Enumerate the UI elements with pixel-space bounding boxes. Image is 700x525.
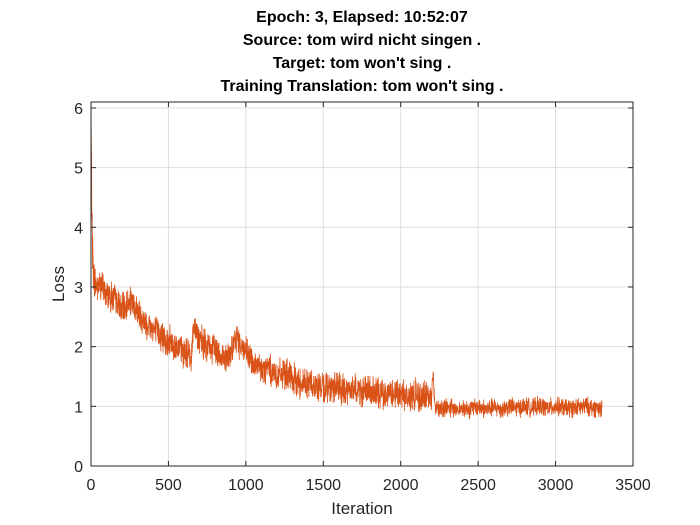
title-line: Target: tom won't sing . xyxy=(273,55,452,72)
chart-title: Epoch: 3, Elapsed: 10:52:07 Source: tom w… xyxy=(221,9,504,95)
x-tick-label: 3000 xyxy=(538,477,574,494)
x-axis-label: Iteration xyxy=(331,499,392,518)
x-tick-label: 1500 xyxy=(305,477,341,494)
x-tick-label: 3500 xyxy=(615,477,651,494)
axes xyxy=(90,101,634,467)
loss-series-line xyxy=(90,105,603,420)
y-tick-label: 2 xyxy=(74,340,83,357)
series-group xyxy=(90,105,603,420)
x-tick-labels: 0 500 1000 1500 2000 2500 3000 3500 xyxy=(87,477,651,494)
x-tick-label: 500 xyxy=(155,477,182,494)
title-line: Training Translation: tom won't sing . xyxy=(221,78,504,95)
y-tick-label: 1 xyxy=(74,399,83,416)
x-tick-label: 0 xyxy=(87,477,96,494)
x-tick-label: 2000 xyxy=(383,477,419,494)
title-line: Source: tom wird nicht singen . xyxy=(243,32,481,49)
y-axis-label: Loss xyxy=(49,266,68,302)
x-tick-label: 1000 xyxy=(228,477,264,494)
y-tick-label: 0 xyxy=(74,459,83,476)
title-line: Epoch: 3, Elapsed: 10:52:07 xyxy=(256,9,468,26)
y-tick-labels: 0 1 2 3 4 5 6 xyxy=(74,101,83,476)
axes-box xyxy=(90,101,634,467)
y-tick-label: 6 xyxy=(74,101,83,118)
y-tick-label: 3 xyxy=(74,280,83,297)
x-tick-label: 2500 xyxy=(460,477,496,494)
y-tick-label: 4 xyxy=(74,220,83,237)
y-tick-label: 5 xyxy=(74,161,83,178)
